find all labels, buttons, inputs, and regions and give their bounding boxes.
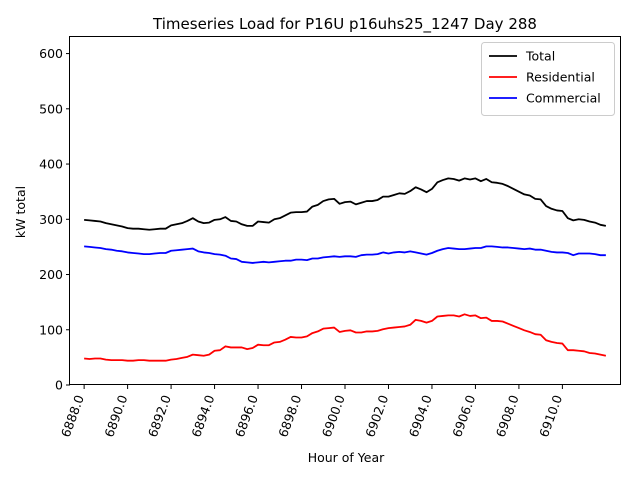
y-axis-label: kW total bbox=[13, 186, 28, 238]
legend-label-commercial: Commercial bbox=[526, 91, 601, 106]
y-tick-label: 0 bbox=[55, 378, 63, 393]
legend-label-residential: Residential bbox=[526, 70, 595, 85]
chart-title: Timeseries Load for P16U p16uhs25_1247 D… bbox=[152, 15, 537, 34]
y-tick-label: 100 bbox=[39, 322, 63, 337]
y-axis: 0 100 200 300 400 500 600 bbox=[39, 46, 70, 393]
y-tick-label: 400 bbox=[39, 157, 63, 172]
y-tick-label: 300 bbox=[39, 212, 63, 227]
y-tick-label: 200 bbox=[39, 267, 63, 282]
y-tick-label: 600 bbox=[39, 46, 63, 61]
series-line-residential bbox=[84, 313, 607, 362]
series-line-total bbox=[84, 177, 607, 231]
x-axis-label: Hour of Year bbox=[308, 450, 385, 465]
plot-area-frame bbox=[69, 36, 621, 385]
legend-label-total: Total bbox=[525, 49, 555, 64]
series-line-commercial bbox=[84, 245, 606, 264]
y-tick-label: 500 bbox=[39, 101, 63, 116]
legend: Total Residential Commercial bbox=[481, 42, 615, 116]
plot-lines bbox=[84, 177, 607, 362]
